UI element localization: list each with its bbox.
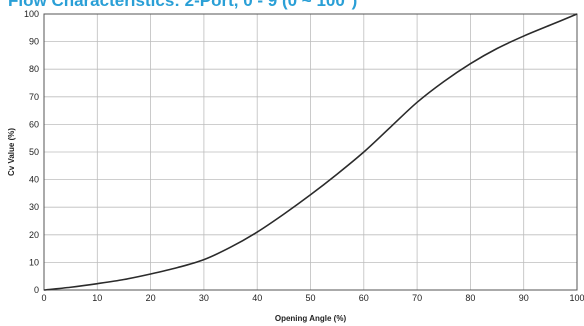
x-tick-label: 70 bbox=[412, 293, 422, 303]
y-tick-label: 80 bbox=[29, 64, 39, 74]
x-tick-label: 60 bbox=[359, 293, 369, 303]
plot-frame bbox=[43, 13, 578, 291]
x-tick-label: 50 bbox=[305, 293, 315, 303]
x-tick-label: 20 bbox=[146, 293, 156, 303]
y-tick-label: 0 bbox=[34, 285, 39, 295]
y-tick-label: 20 bbox=[29, 230, 39, 240]
y-tick-label: 100 bbox=[24, 9, 39, 19]
y-tick-label: 10 bbox=[29, 257, 39, 267]
y-tick-label: 60 bbox=[29, 119, 39, 129]
y-tick-label: 90 bbox=[29, 37, 39, 47]
y-axis-label: Cv Value (%) bbox=[7, 128, 16, 176]
chart-title: Flow Characteristics: 2-Port, 0 - 9 (0 ~… bbox=[8, 0, 358, 10]
x-axis-label: Opening Angle (%) bbox=[275, 314, 347, 323]
x-tick-label: 0 bbox=[41, 293, 46, 303]
y-tick-label: 30 bbox=[29, 202, 39, 212]
x-tick-label: 30 bbox=[199, 293, 209, 303]
x-tick-label: 90 bbox=[519, 293, 529, 303]
x-tick-label: 100 bbox=[569, 293, 584, 303]
y-tick-label: 50 bbox=[29, 147, 39, 157]
y-tick-label: 70 bbox=[29, 92, 39, 102]
series-line bbox=[43, 13, 578, 291]
x-tick-label: 10 bbox=[92, 293, 102, 303]
x-tick-label: 80 bbox=[465, 293, 475, 303]
x-tick-label: 40 bbox=[252, 293, 262, 303]
y-tick-label: 40 bbox=[29, 175, 39, 185]
